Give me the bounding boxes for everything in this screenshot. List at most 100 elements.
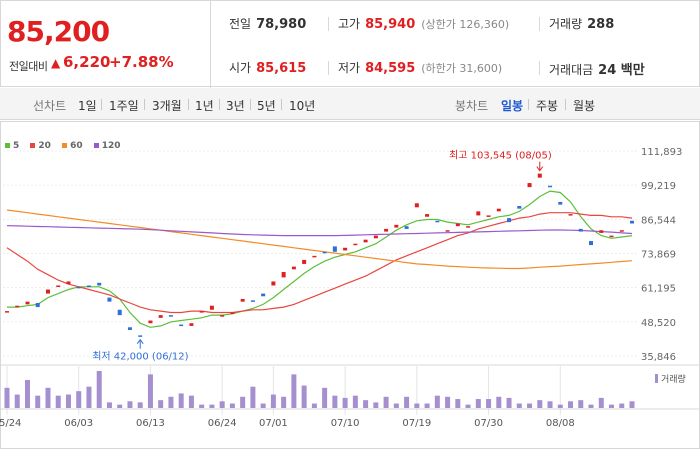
volume-bar — [168, 396, 174, 408]
candle — [363, 239, 368, 243]
volume-bar — [270, 394, 276, 408]
volume-bar — [547, 401, 553, 408]
candle — [209, 305, 214, 310]
period-toolbar: 선차트 1일 1주일 3개월 1년 3년 5년 10년 봉차트 일봉 주봉 월봉 — [0, 88, 700, 120]
candle — [179, 324, 184, 327]
candle — [66, 281, 71, 285]
high-label: 고가 — [338, 17, 361, 31]
divider — [565, 99, 566, 110]
candle — [548, 185, 553, 188]
candle — [302, 259, 307, 264]
trade-value-value: 24 백만 — [598, 63, 645, 78]
period-10y[interactable]: 10년 — [289, 99, 316, 113]
volume-bar — [424, 403, 430, 408]
candle — [199, 311, 204, 313]
ma120-line — [6, 225, 633, 237]
volume-bar — [158, 400, 164, 408]
period-1w[interactable]: 1주일 — [109, 99, 139, 113]
candle — [220, 315, 225, 317]
candle — [240, 298, 245, 302]
y-tick-label: 61,195 — [641, 284, 676, 295]
volume-bar — [188, 395, 194, 408]
candle — [558, 201, 563, 205]
divider — [539, 61, 540, 75]
volume-bar — [4, 387, 10, 408]
candle — [322, 251, 327, 254]
candle — [404, 226, 409, 229]
legend-ma60: 60 — [62, 141, 83, 151]
x-tick-label: 06/13 — [136, 418, 165, 429]
volume-bar — [506, 397, 512, 408]
ma20-line — [6, 212, 633, 314]
candle — [578, 228, 583, 232]
prev-close: 전일 78,980 — [229, 15, 306, 32]
volume-bar — [24, 379, 30, 408]
candle — [435, 220, 440, 223]
candle — [35, 303, 40, 308]
candle — [517, 205, 522, 209]
volume-bar — [301, 385, 307, 408]
open-price: 시가 85,615 — [229, 59, 306, 76]
candle — [486, 215, 491, 217]
divider — [328, 61, 329, 75]
divider — [328, 17, 329, 31]
x-tick-label: 07/01 — [259, 418, 288, 429]
volume-bar — [322, 387, 328, 408]
candle — [425, 214, 430, 217]
candle — [45, 289, 50, 294]
volume-bar — [65, 394, 71, 408]
candle — [107, 297, 112, 302]
volume-bar — [568, 401, 574, 408]
trade-value-label: 거래대금 — [549, 63, 594, 77]
candle — [455, 223, 460, 227]
legend-ma5: 5 — [5, 141, 19, 151]
volume-bar — [352, 395, 358, 408]
candle-weekly[interactable]: 주봉 — [536, 99, 559, 113]
up-arrow-icon: ▲ — [51, 56, 61, 70]
x-tick-label: 07/19 — [402, 418, 431, 429]
y-tick-label: 48,520 — [641, 318, 676, 329]
upper-limit: (상한가 126,360) — [421, 18, 510, 31]
volume-bar — [486, 399, 492, 408]
volume-bar — [291, 374, 297, 408]
period-1y[interactable]: 1년 — [195, 99, 214, 113]
volume-stat: 거래량 288 — [549, 15, 614, 32]
y-tick-label: 99,219 — [641, 181, 676, 192]
y-tick-label: 86,544 — [641, 215, 676, 226]
volume-bar — [219, 401, 225, 408]
candle-monthly[interactable]: 월봉 — [573, 99, 596, 113]
candle — [168, 315, 173, 317]
volume-bar — [76, 391, 82, 408]
candle — [5, 311, 9, 313]
low-arrow-head — [136, 338, 144, 345]
candle — [619, 230, 624, 232]
volume-bar — [209, 404, 215, 408]
candle-daily[interactable]: 일봉 — [501, 99, 524, 113]
period-1d[interactable]: 1일 — [78, 99, 97, 113]
candle — [445, 230, 450, 232]
open-label: 시가 — [229, 61, 252, 75]
low-label: 저가 — [338, 61, 361, 75]
period-3y[interactable]: 3년 — [226, 99, 245, 113]
high-value: 85,940 — [365, 17, 416, 32]
volume-bar — [537, 400, 543, 408]
divider — [528, 99, 529, 110]
candle — [353, 243, 358, 246]
volume-bar — [598, 397, 604, 408]
volume-bar — [137, 402, 143, 408]
high-annotation: 최고 103,545 (08/05) — [449, 150, 552, 162]
volume-bar — [516, 403, 522, 408]
trade-value-stat: 거래대금 24 백만 — [549, 59, 645, 78]
volume-bar — [281, 396, 287, 408]
candle — [138, 335, 143, 337]
divider — [219, 99, 220, 110]
low-annotation: 최저 42,000 (06/12) — [92, 351, 188, 363]
chart-canvas: 111,893 99,219 86,544 73,869 61,195 48,520 35,… — [0, 121, 700, 449]
divider — [539, 17, 540, 31]
candle — [117, 309, 122, 316]
period-5y[interactable]: 5년 — [257, 99, 276, 113]
volume-bar — [250, 386, 256, 408]
ma60-line — [6, 209, 633, 270]
period-3m[interactable]: 3개월 — [152, 99, 182, 113]
divider — [188, 99, 189, 110]
